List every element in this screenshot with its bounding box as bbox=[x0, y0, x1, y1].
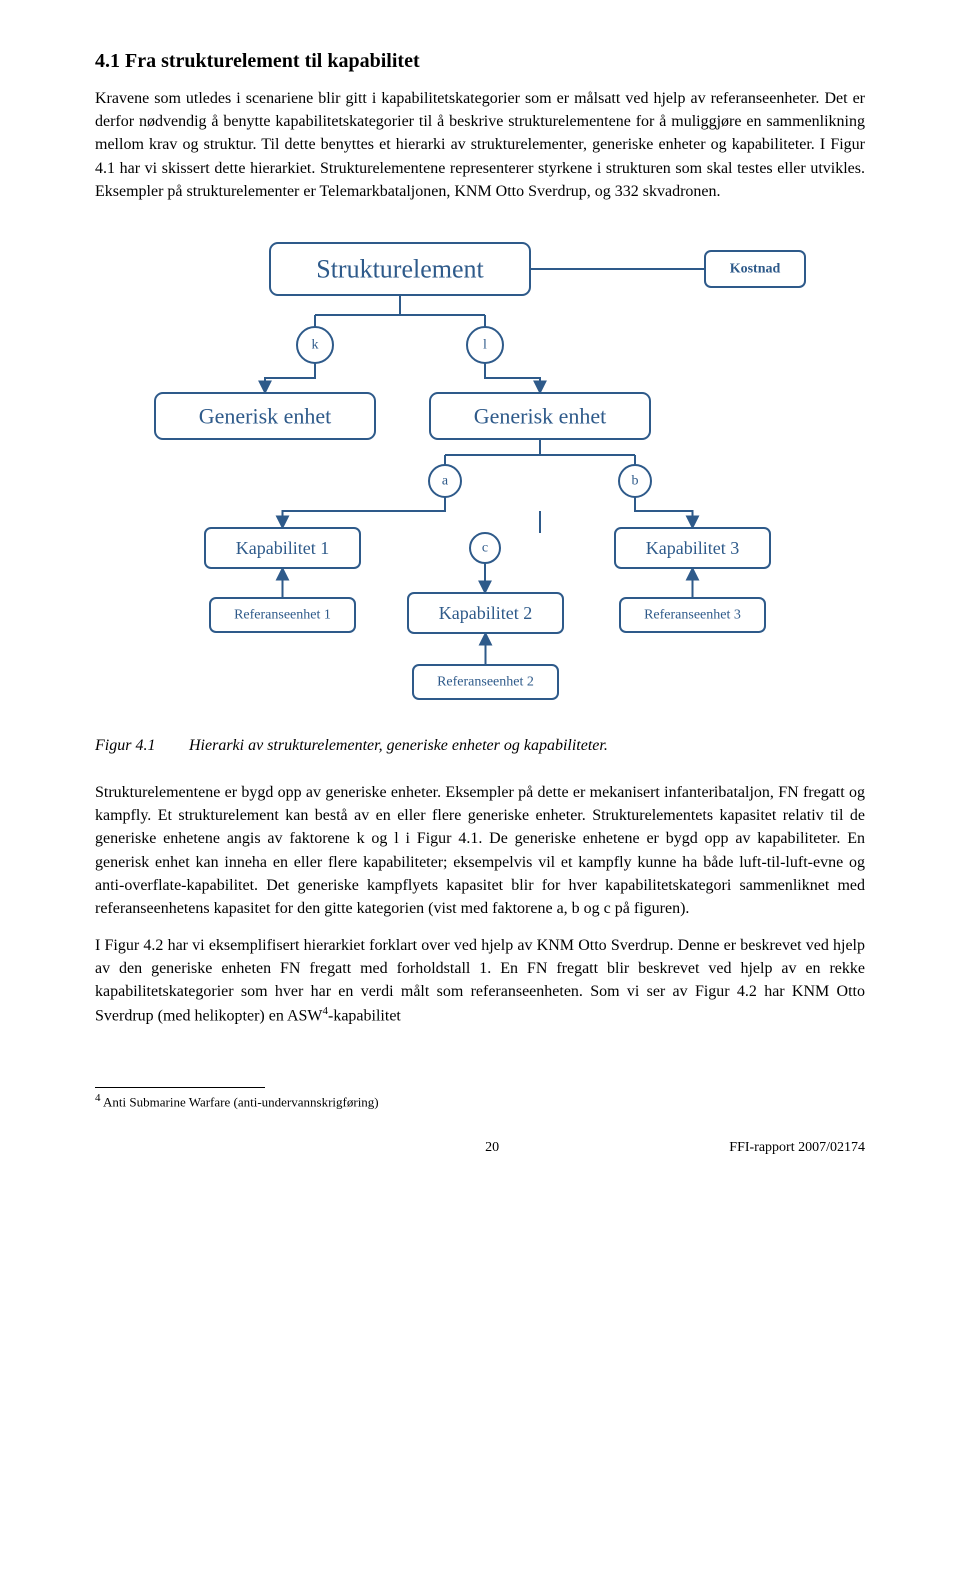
svg-text:Kostnad: Kostnad bbox=[730, 261, 781, 276]
svg-text:b: b bbox=[632, 473, 639, 488]
page-number: 20 bbox=[255, 1140, 729, 1156]
hierarchy-diagram: Strukturelement Kostnad k l Generisk enhet Ge… bbox=[150, 233, 810, 713]
svg-text:Kapabilitet 2: Kapabilitet 2 bbox=[439, 603, 532, 623]
figure-caption-text: Hierarki av strukturelementer, generiske… bbox=[189, 737, 608, 754]
figure-label: Figur 4.1 bbox=[95, 737, 185, 755]
footnote-rule bbox=[95, 1087, 265, 1088]
svg-text:Generisk enhet: Generisk enhet bbox=[474, 403, 607, 428]
figure-4-1: Strukturelement Kostnad k l Generisk enhet Ge… bbox=[95, 233, 865, 713]
svg-text:a: a bbox=[442, 473, 449, 488]
paragraph-1: Kravene som utledes i scenariene blir gi… bbox=[95, 87, 865, 203]
section-heading: 4.1 Fra strukturelement til kapabilitet bbox=[95, 50, 865, 73]
figure-caption: Figur 4.1 Hierarki av strukturelementer,… bbox=[95, 737, 865, 755]
paragraph-3b: -kapabilitet bbox=[328, 1007, 401, 1024]
svg-text:Generisk enhet: Generisk enhet bbox=[199, 403, 332, 428]
svg-text:Referanseenhet 1: Referanseenhet 1 bbox=[234, 607, 331, 622]
paragraph-3: I Figur 4.2 har vi eksemplifisert hierar… bbox=[95, 934, 865, 1027]
paragraph-3a: I Figur 4.2 har vi eksemplifisert hierar… bbox=[95, 937, 865, 1024]
svg-text:Referanseenhet 3: Referanseenhet 3 bbox=[644, 607, 741, 622]
svg-text:k: k bbox=[312, 337, 319, 352]
report-id: FFI-rapport 2007/02174 bbox=[729, 1140, 865, 1156]
footnote-text: Anti Submarine Warfare (anti-undervannsk… bbox=[101, 1094, 379, 1109]
page-footer: 20 FFI-rapport 2007/02174 bbox=[95, 1140, 865, 1156]
svg-text:Referanseenhet 2: Referanseenhet 2 bbox=[437, 674, 534, 689]
svg-text:c: c bbox=[482, 540, 488, 555]
svg-text:Strukturelement: Strukturelement bbox=[316, 254, 484, 283]
svg-text:Kapabilitet 1: Kapabilitet 1 bbox=[236, 538, 329, 558]
footnote-4: 4 Anti Submarine Warfare (anti-undervann… bbox=[95, 1092, 865, 1110]
paragraph-2: Strukturelementene er bygd opp av generi… bbox=[95, 781, 865, 920]
svg-text:Kapabilitet 3: Kapabilitet 3 bbox=[646, 538, 739, 558]
svg-text:l: l bbox=[483, 337, 487, 352]
